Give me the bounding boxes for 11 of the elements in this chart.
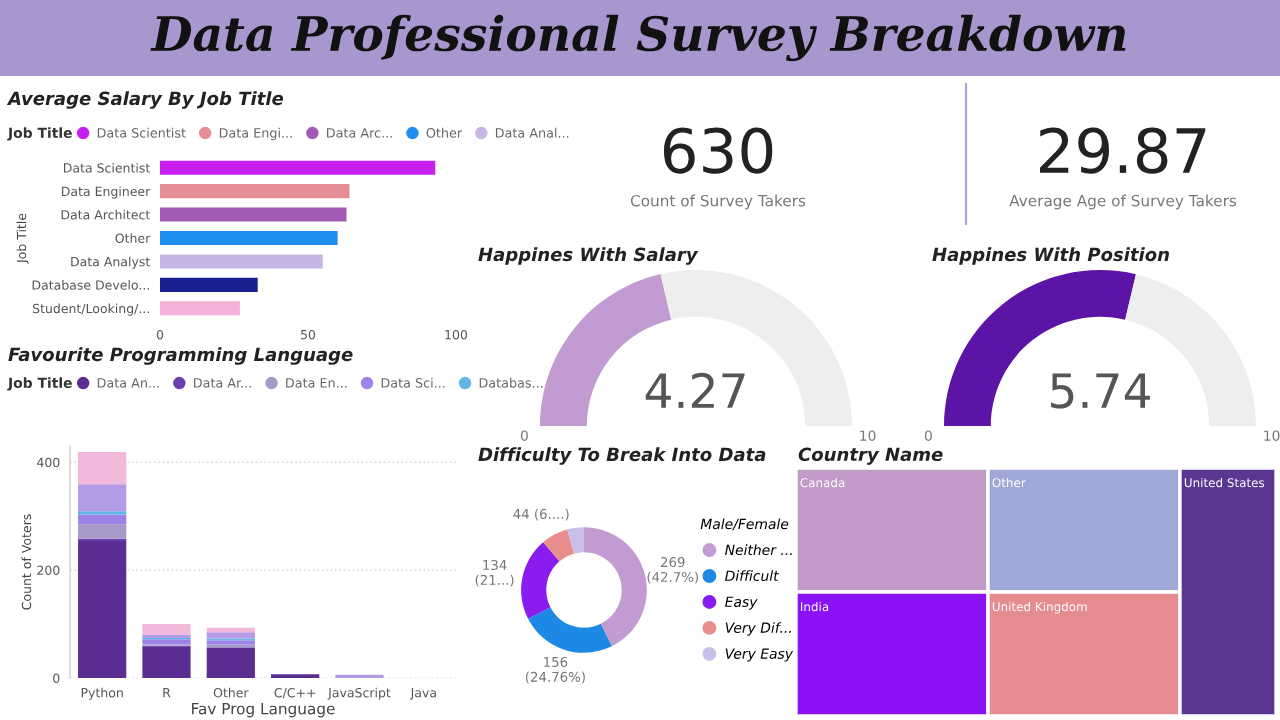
chart-title: Favourite Programming Language: [8, 347, 353, 365]
text: Data Professional Survey Breakdown: [150, 14, 1126, 62]
chart-title: Average Salary By Job Title: [6, 91, 284, 109]
text: 630: [663, 127, 773, 174]
text: Country Name: [798, 447, 943, 465]
text: 29.87: [1040, 127, 1206, 174]
chart-title: Difficulty To Break Into Data: [478, 447, 766, 465]
chart-title: Happines With Position: [932, 247, 1169, 265]
data-label: 4.27: [645, 372, 745, 408]
chart-title: Happines With Salary: [478, 247, 699, 265]
data-label: 5.74: [1051, 373, 1150, 409]
